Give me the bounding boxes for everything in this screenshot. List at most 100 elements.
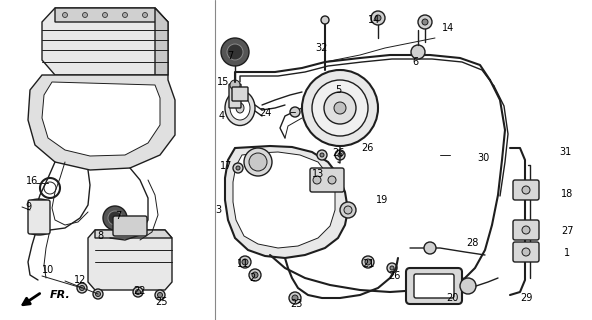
Text: 5: 5 [335, 85, 341, 95]
Circle shape [387, 263, 397, 273]
Polygon shape [155, 8, 168, 75]
Circle shape [328, 176, 336, 184]
Circle shape [108, 211, 122, 225]
Text: 32: 32 [316, 43, 328, 53]
Text: 12: 12 [74, 275, 86, 285]
Text: 6: 6 [412, 57, 418, 67]
Polygon shape [42, 82, 160, 156]
FancyBboxPatch shape [513, 180, 539, 200]
Text: 26: 26 [388, 271, 400, 281]
Text: 3: 3 [215, 205, 221, 215]
Circle shape [424, 242, 436, 254]
Circle shape [338, 153, 342, 157]
Circle shape [233, 163, 243, 173]
FancyBboxPatch shape [513, 242, 539, 262]
Ellipse shape [230, 96, 250, 120]
Text: 27: 27 [561, 226, 573, 236]
FancyBboxPatch shape [232, 87, 248, 101]
Circle shape [95, 292, 101, 297]
Text: 21: 21 [362, 259, 374, 269]
Text: FR.: FR. [50, 290, 71, 300]
Polygon shape [55, 8, 168, 22]
Text: 25: 25 [156, 297, 168, 307]
Circle shape [102, 12, 108, 18]
Text: 7: 7 [227, 51, 233, 61]
Polygon shape [225, 146, 348, 258]
Circle shape [143, 12, 147, 18]
Circle shape [317, 150, 327, 160]
Circle shape [460, 278, 476, 294]
Circle shape [79, 285, 85, 291]
Text: 11: 11 [237, 259, 249, 269]
Circle shape [230, 80, 240, 90]
Circle shape [289, 292, 301, 304]
Ellipse shape [425, 280, 443, 292]
Circle shape [244, 148, 272, 176]
Text: 7: 7 [115, 211, 121, 221]
Circle shape [236, 166, 240, 170]
Circle shape [422, 19, 428, 25]
Circle shape [103, 206, 127, 230]
Text: 29: 29 [520, 293, 532, 303]
Circle shape [335, 150, 345, 160]
Circle shape [313, 176, 321, 184]
Text: 14: 14 [442, 23, 454, 33]
Circle shape [252, 272, 258, 278]
Text: 18: 18 [561, 189, 573, 199]
Text: 26: 26 [332, 148, 344, 158]
Polygon shape [42, 8, 168, 75]
Circle shape [123, 12, 127, 18]
Circle shape [418, 15, 432, 29]
Circle shape [82, 12, 88, 18]
Circle shape [136, 290, 140, 294]
Circle shape [227, 44, 243, 60]
Polygon shape [95, 230, 172, 238]
Text: 16: 16 [26, 176, 38, 186]
Text: 20: 20 [446, 293, 458, 303]
Circle shape [133, 287, 143, 297]
Text: 19: 19 [376, 195, 388, 205]
Circle shape [362, 256, 374, 268]
Text: 4: 4 [219, 111, 225, 121]
Circle shape [302, 70, 378, 146]
Circle shape [411, 45, 425, 59]
Text: 9: 9 [25, 202, 31, 212]
Polygon shape [28, 75, 175, 170]
Circle shape [344, 206, 352, 214]
Circle shape [522, 226, 530, 234]
FancyBboxPatch shape [406, 268, 462, 304]
FancyBboxPatch shape [28, 200, 50, 234]
Circle shape [239, 256, 251, 268]
Circle shape [93, 289, 103, 299]
Ellipse shape [236, 103, 244, 113]
Circle shape [249, 153, 267, 171]
Text: 31: 31 [559, 147, 571, 157]
Text: 30: 30 [477, 153, 489, 163]
Circle shape [340, 202, 356, 218]
FancyBboxPatch shape [414, 274, 454, 298]
Text: 23: 23 [290, 299, 302, 309]
Polygon shape [233, 152, 335, 248]
FancyBboxPatch shape [113, 216, 147, 236]
FancyBboxPatch shape [229, 84, 241, 108]
Circle shape [157, 292, 162, 298]
Circle shape [320, 153, 324, 157]
Circle shape [334, 102, 346, 114]
Circle shape [390, 266, 394, 270]
Text: 24: 24 [259, 108, 271, 118]
Circle shape [155, 290, 165, 300]
Ellipse shape [30, 229, 48, 235]
Circle shape [290, 107, 300, 117]
Polygon shape [88, 230, 172, 290]
Text: 15: 15 [217, 77, 229, 87]
Text: 13: 13 [312, 169, 324, 179]
Circle shape [77, 283, 87, 293]
Text: 17: 17 [220, 161, 232, 171]
Circle shape [242, 259, 248, 265]
Circle shape [221, 38, 249, 66]
Ellipse shape [30, 199, 48, 205]
Ellipse shape [225, 91, 255, 125]
Circle shape [375, 15, 381, 21]
Text: 1: 1 [564, 248, 570, 258]
FancyBboxPatch shape [310, 168, 344, 192]
